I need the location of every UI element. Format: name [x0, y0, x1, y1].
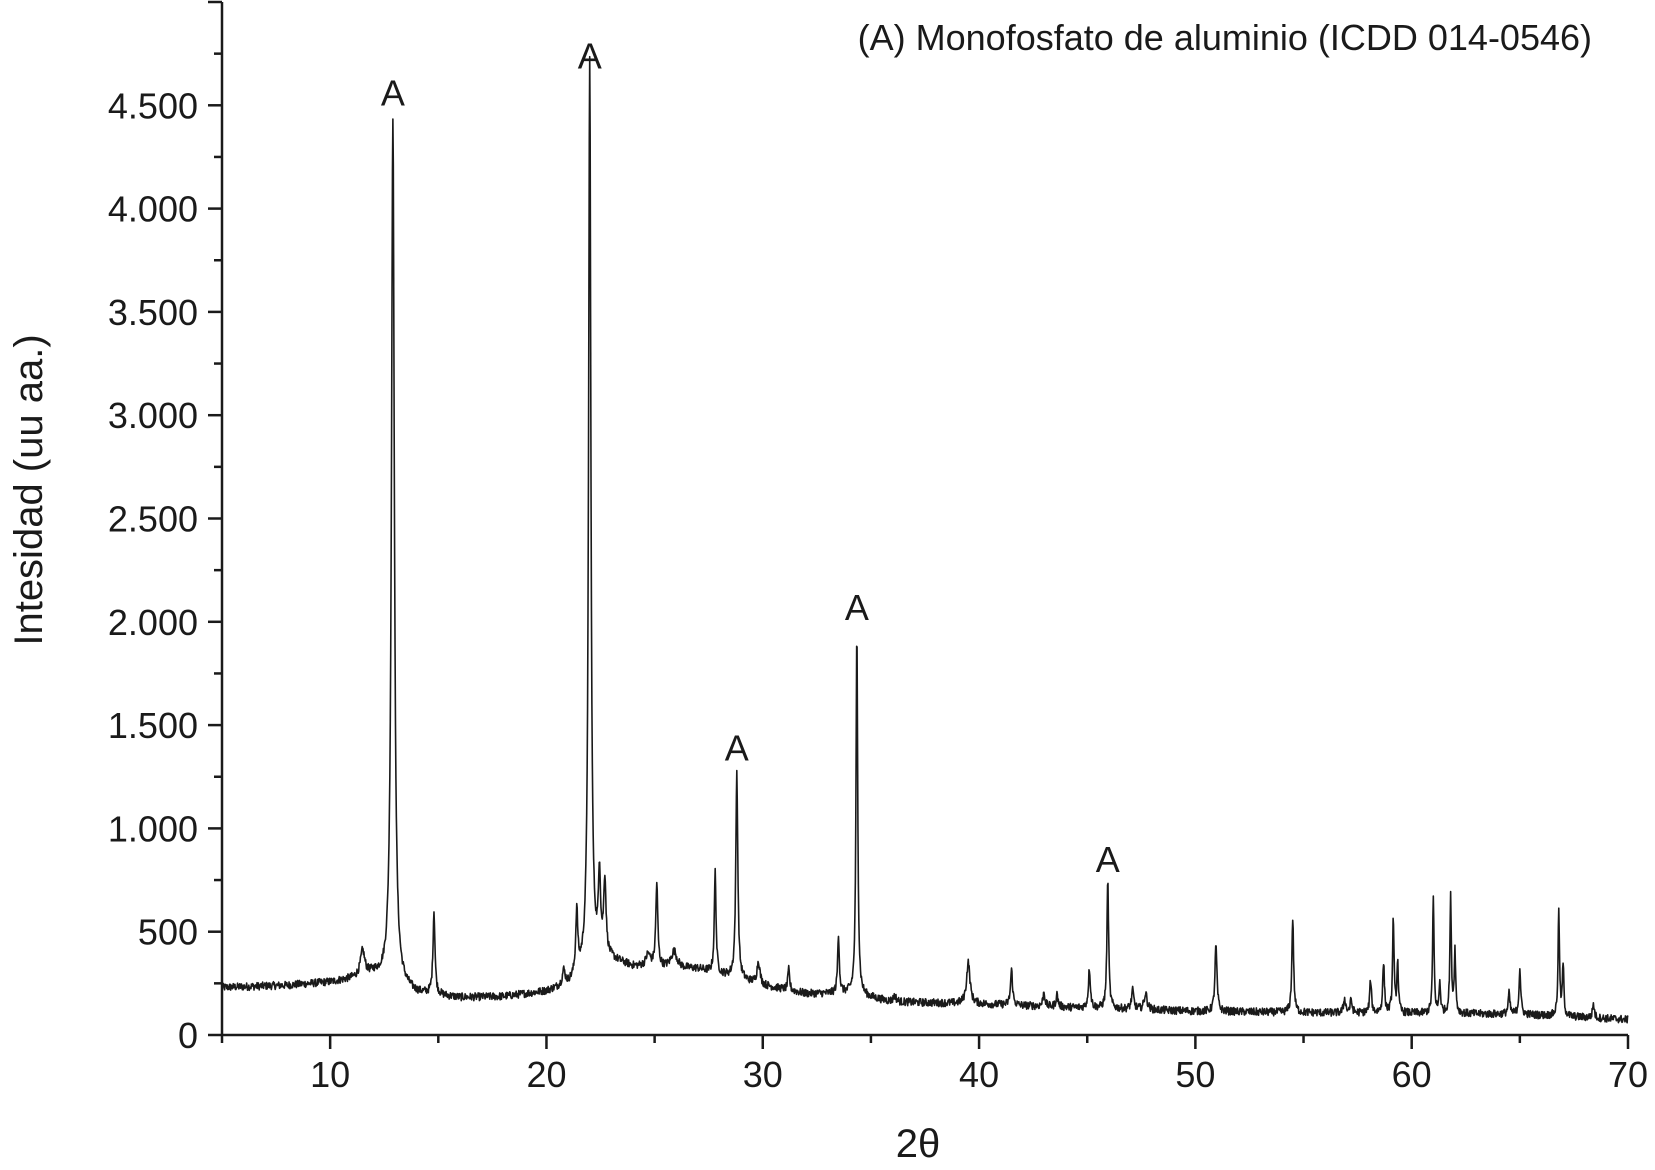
peak-labels: A A A A A: [381, 36, 1120, 881]
x-tick-label: 50: [1175, 1054, 1215, 1095]
diffraction-pattern-line: [221, 55, 1629, 1024]
peak-label-a: A: [725, 728, 749, 769]
y-tick-label: 3.500: [108, 292, 198, 333]
y-axis-title: Intesidad (uu aa.): [7, 334, 51, 645]
x-tick-label: 40: [959, 1054, 999, 1095]
x-tick-label: 20: [526, 1054, 566, 1095]
y-tick-label: 2.500: [108, 499, 198, 540]
y-tick-label: 2.000: [108, 602, 198, 643]
peak-label-a: A: [1096, 839, 1120, 880]
y-tick-label: 0: [178, 1015, 198, 1056]
y-tick-label: 1.000: [108, 808, 198, 849]
x-axis-title: 2θ: [896, 1122, 941, 1166]
phase-legend: (A) Monofosfato de aluminio (ICDD 014-05…: [858, 17, 1592, 58]
y-tick-label: 4.500: [108, 85, 198, 126]
x-tick-label: 10: [310, 1054, 350, 1095]
peak-label-a: A: [381, 73, 405, 114]
y-tick-label: 1.500: [108, 705, 198, 746]
x-tick-label: 30: [743, 1054, 783, 1095]
peak-label-a: A: [845, 587, 869, 628]
y-axis-ticks: 0 500 1.000 1.500 2.000 2.500 3.000 3.500 4.000 4…: [108, 0, 222, 1056]
x-axis-ticks: 10 20 30 40 50 60 70: [220, 1035, 1648, 1095]
x-tick-label: 60: [1392, 1054, 1432, 1095]
x-tick-label: 70: [1608, 1054, 1648, 1095]
y-tick-label: 3.000: [108, 395, 198, 436]
y-tick-label: 4.000: [108, 189, 198, 230]
y-tick-label: 500: [138, 912, 198, 953]
plot-frame: [220, 2, 1628, 1037]
peak-label-a: A: [578, 36, 602, 77]
